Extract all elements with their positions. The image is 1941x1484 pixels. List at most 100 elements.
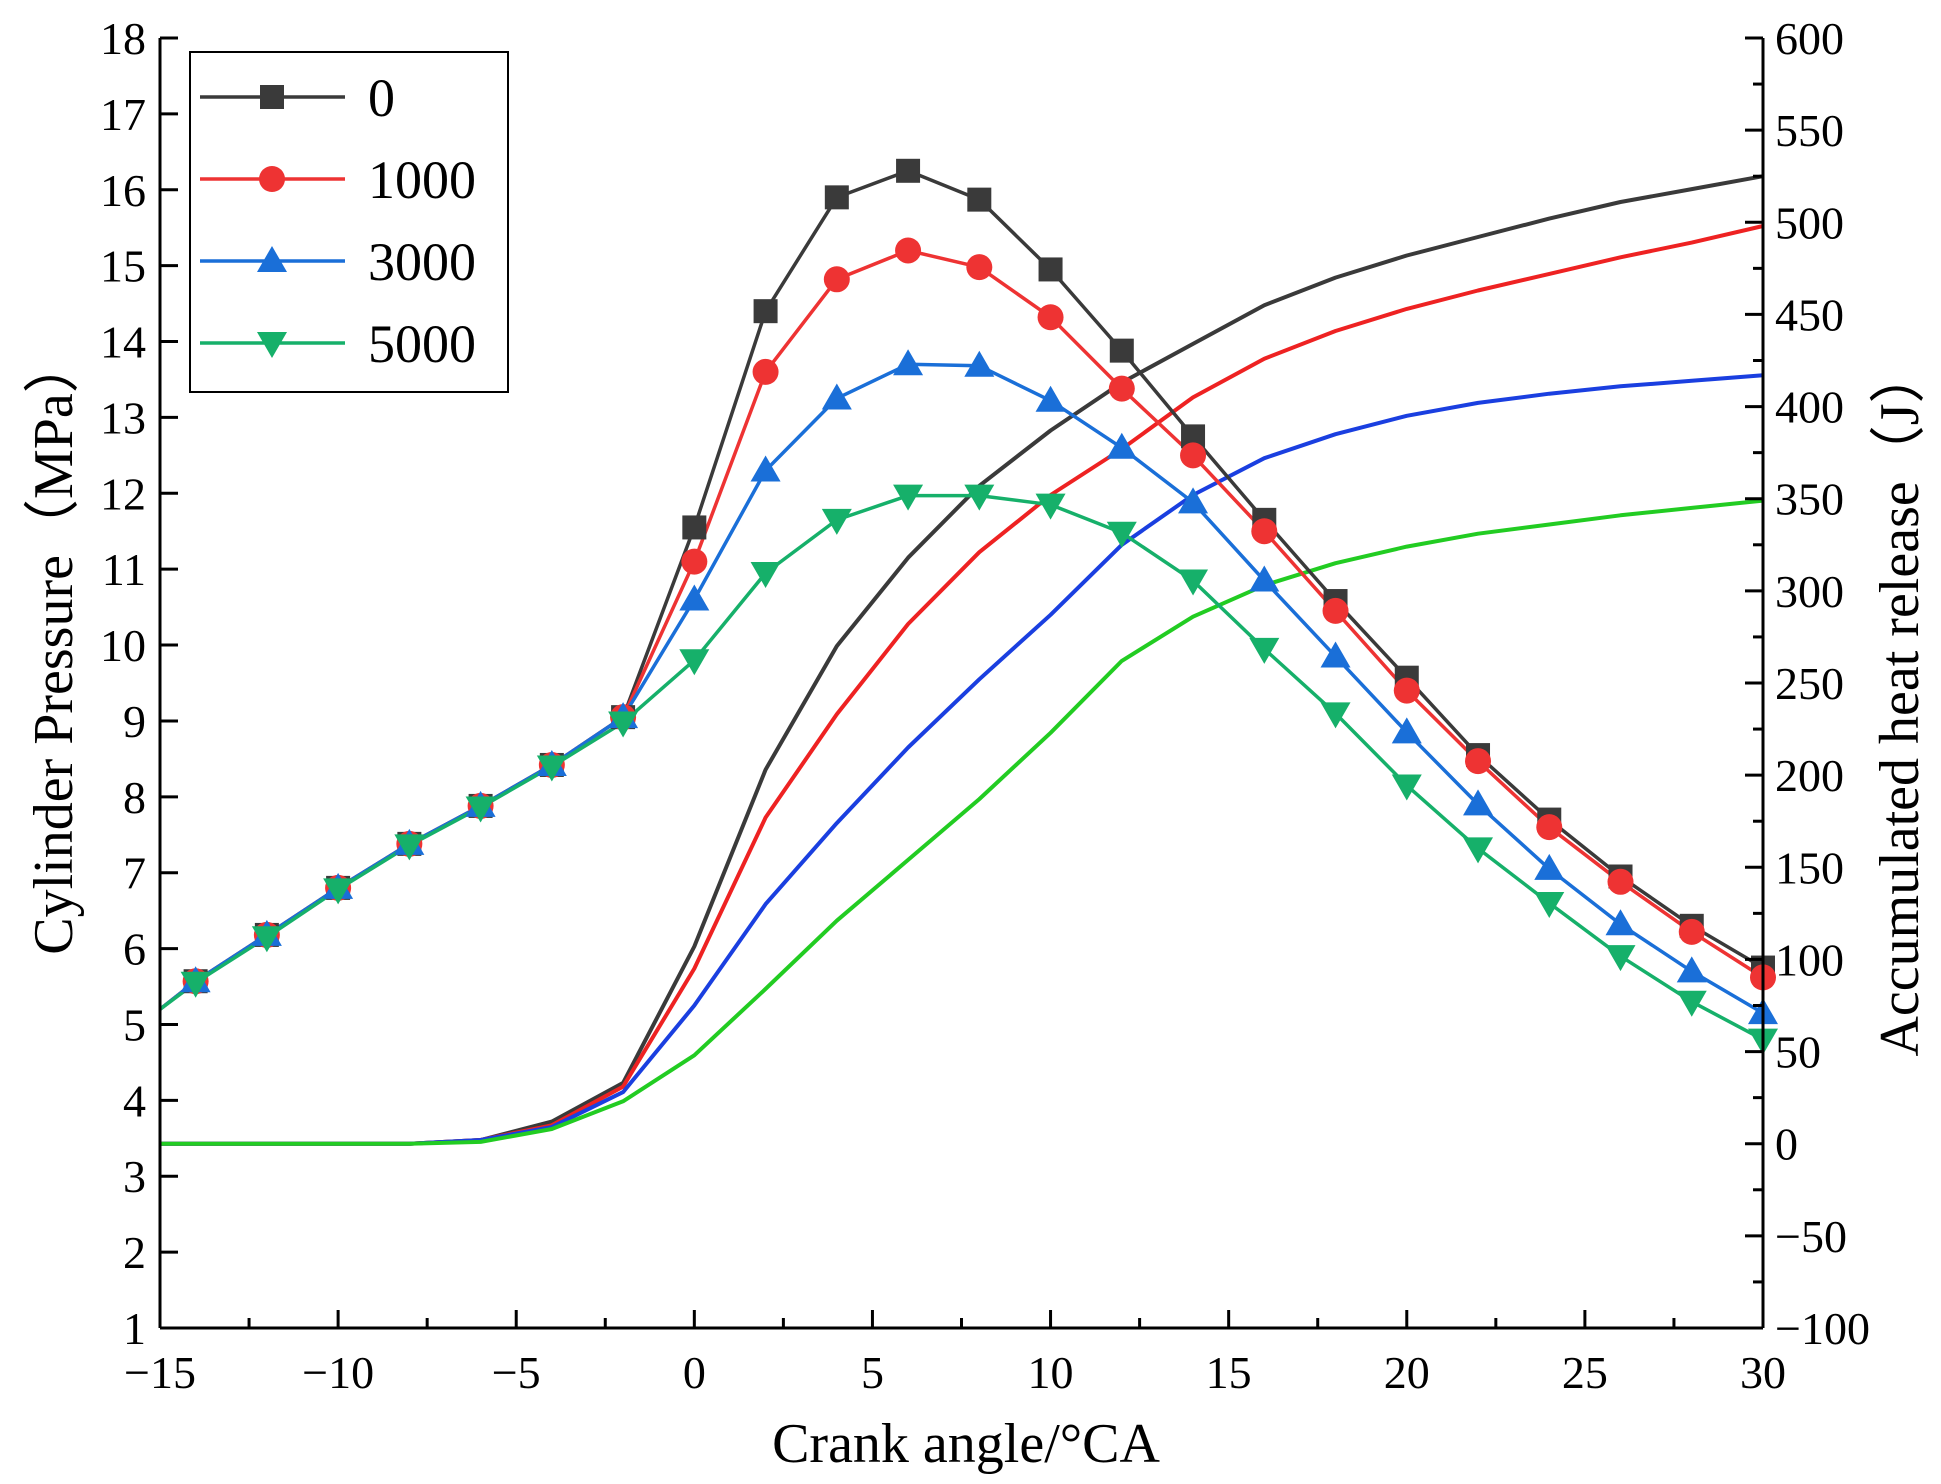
pressure-point-5000	[964, 484, 995, 511]
y-tick-label: 6	[123, 924, 146, 975]
y2-tick-label: 500	[1775, 197, 1844, 248]
y-tick-label: 5	[123, 999, 146, 1050]
y2-tick-label: 50	[1775, 1027, 1821, 1078]
pressure-point-5000	[608, 711, 639, 738]
y-tick-label: 7	[123, 848, 146, 899]
pressure-point-1000	[966, 254, 993, 281]
y2-tick-label: −100	[1775, 1303, 1870, 1354]
x-tick-label: 30	[1740, 1347, 1786, 1398]
pressure-point-5000	[1463, 837, 1494, 864]
heat-release-line-5000	[160, 498, 1764, 1146]
legend-marker-1000	[259, 166, 285, 192]
pressure-point-1000	[1678, 918, 1705, 945]
pressure-point-3000	[1391, 717, 1422, 744]
pressure-point-5000	[1534, 892, 1565, 919]
x-axis-title: Crank angle/°CA	[772, 1413, 1160, 1475]
pressure-point-5000	[1249, 637, 1280, 664]
pressure-point-1000	[1322, 597, 1349, 624]
pressure-point-5000	[394, 834, 425, 861]
pressure-point-5000	[1676, 990, 1707, 1017]
pressure-point-3000	[893, 349, 924, 376]
pressure-point-1000	[1180, 442, 1207, 469]
pressure-point-0	[1109, 338, 1134, 363]
pressure-point-3000	[750, 455, 781, 482]
pressure-point-5000	[1106, 521, 1137, 548]
y2-tick-label: 150	[1775, 842, 1844, 893]
y2-tick-label: −50	[1775, 1211, 1847, 1262]
pressure-point-1000	[1393, 677, 1420, 704]
y2-tick-label: 300	[1775, 566, 1844, 617]
legend: 0 1000 3000 5000	[189, 51, 509, 393]
pressure-point-3000	[1178, 487, 1209, 514]
x-tick-label: 15	[1206, 1347, 1252, 1398]
pressure-point-3000	[1534, 853, 1565, 880]
pressure-point-1000	[681, 548, 708, 575]
pressure-point-1000	[1251, 518, 1278, 545]
y2-tick-label: 250	[1775, 658, 1844, 709]
pressure-point-0	[753, 299, 778, 324]
legend-label-5000: 5000	[368, 314, 476, 374]
y2-tick-label: 400	[1775, 382, 1844, 433]
y-tick-label: 13	[100, 392, 146, 443]
pressure-point-5000	[750, 561, 781, 588]
y-tick-label: 10	[100, 620, 146, 671]
pressure-point-0	[896, 158, 921, 183]
pressure-point-1000	[823, 266, 850, 293]
y-tick-label: 16	[100, 165, 146, 216]
y-tick-label: 11	[102, 544, 146, 595]
pressure-point-0	[1038, 257, 1063, 282]
y-tick-label: 1	[123, 1303, 146, 1354]
legend-marker-3000	[257, 246, 287, 272]
pressure-point-3000	[1463, 789, 1494, 816]
pressure-point-3000	[679, 584, 710, 611]
pressure-point-5000	[821, 508, 852, 535]
pressure-point-5000	[323, 878, 354, 905]
y2-tick-label: 600	[1775, 13, 1844, 64]
x-tick-label: −15	[124, 1347, 196, 1398]
axis-ticks	[158, 36, 1765, 1330]
y-tick-label: 18	[100, 13, 146, 64]
y2-tick-label: 450	[1775, 289, 1844, 340]
pressure-point-5000	[251, 926, 282, 953]
pressure-point-3000	[1249, 565, 1280, 592]
pressure-point-3000	[1035, 385, 1066, 412]
pressure-point-1000	[1037, 304, 1064, 331]
pressure-point-5000	[1391, 774, 1422, 801]
pressure-point-5000	[1320, 702, 1351, 729]
legend-marker-5000	[257, 332, 287, 358]
pressure-point-0	[967, 187, 992, 212]
y2-tick-label: 550	[1775, 105, 1844, 156]
pressure-point-3000	[964, 350, 995, 377]
y-tick-label: 15	[100, 241, 146, 292]
legend-marker-0	[260, 85, 284, 109]
x-tick-label: 5	[861, 1347, 884, 1398]
x-tick-label: 10	[1028, 1347, 1074, 1398]
pressure-point-1000	[1465, 748, 1492, 775]
y-tick-label: 17	[100, 89, 146, 140]
legend-label-1000: 1000	[368, 150, 476, 210]
pressure-point-0	[824, 185, 849, 210]
x-tick-label: 0	[683, 1347, 706, 1398]
y-axis-title: Cylinder Pressure（MPa）	[23, 337, 85, 955]
pressure-point-3000	[1320, 641, 1351, 668]
pressure-point-3000	[1676, 956, 1707, 983]
pressure-point-5000	[465, 796, 496, 823]
pressure-point-3000	[1106, 432, 1137, 459]
y-tick-label: 14	[100, 317, 146, 368]
pressure-point-5000	[180, 971, 211, 998]
y2-tick-label: 200	[1775, 750, 1844, 801]
y2-tick-label: 100	[1775, 934, 1844, 985]
y-tick-label: 4	[123, 1075, 146, 1126]
pressure-point-1000	[1536, 814, 1563, 841]
y-tick-label: 12	[100, 468, 146, 519]
x-tick-label: 25	[1562, 1347, 1608, 1398]
y-tick-label: 2	[123, 1227, 146, 1278]
heat-release-lines	[160, 174, 1764, 1146]
pressure-point-3000	[1605, 909, 1636, 936]
pressure-markers	[180, 158, 1778, 1055]
tick-labels: −15 −10 −5 0 5 10 15 20 25 3012345678910111213141…	[100, 13, 1870, 1398]
y2-axis-title: Accumulated heat release（J）	[1869, 347, 1931, 1056]
y-tick-label: 3	[123, 1151, 146, 1202]
y-tick-label: 9	[123, 696, 146, 747]
